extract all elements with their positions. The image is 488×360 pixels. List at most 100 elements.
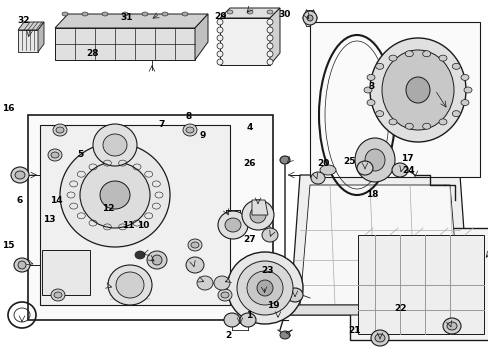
Ellipse shape <box>356 161 372 175</box>
Ellipse shape <box>218 289 231 301</box>
Ellipse shape <box>14 258 30 272</box>
Ellipse shape <box>56 127 64 133</box>
Ellipse shape <box>51 152 59 158</box>
Ellipse shape <box>237 261 292 315</box>
Ellipse shape <box>310 172 325 184</box>
Ellipse shape <box>451 63 459 69</box>
Polygon shape <box>269 8 280 65</box>
Ellipse shape <box>463 87 471 93</box>
Ellipse shape <box>280 156 289 164</box>
Text: 10: 10 <box>137 220 149 230</box>
Ellipse shape <box>122 12 128 16</box>
Ellipse shape <box>246 271 283 305</box>
Polygon shape <box>285 305 474 315</box>
Polygon shape <box>38 22 44 52</box>
Text: 24: 24 <box>402 166 414 175</box>
Text: 5: 5 <box>77 150 83 159</box>
Ellipse shape <box>246 10 252 14</box>
Ellipse shape <box>217 59 223 65</box>
Ellipse shape <box>266 43 272 49</box>
Polygon shape <box>299 185 459 305</box>
Text: 4: 4 <box>245 123 252 132</box>
Ellipse shape <box>422 123 430 129</box>
Ellipse shape <box>240 313 256 327</box>
Ellipse shape <box>460 100 468 105</box>
Ellipse shape <box>93 124 137 166</box>
Ellipse shape <box>182 12 187 16</box>
Ellipse shape <box>438 119 446 125</box>
Ellipse shape <box>11 167 29 183</box>
Ellipse shape <box>364 149 384 171</box>
Ellipse shape <box>187 239 202 251</box>
Text: 30: 30 <box>278 10 290 19</box>
Ellipse shape <box>388 119 396 125</box>
Polygon shape <box>195 14 207 60</box>
Ellipse shape <box>366 100 374 105</box>
Ellipse shape <box>266 51 272 57</box>
Text: 29: 29 <box>214 12 227 21</box>
Polygon shape <box>289 175 469 315</box>
Ellipse shape <box>226 10 232 14</box>
Text: 2: 2 <box>225 331 231 340</box>
Ellipse shape <box>217 35 223 41</box>
Ellipse shape <box>54 292 62 298</box>
Ellipse shape <box>224 313 240 327</box>
Ellipse shape <box>116 272 143 298</box>
Text: 14: 14 <box>50 196 62 205</box>
Ellipse shape <box>224 218 241 232</box>
Text: 3: 3 <box>368 82 374 91</box>
Text: 28: 28 <box>86 49 99 58</box>
Text: 17: 17 <box>401 154 413 163</box>
Polygon shape <box>220 8 280 18</box>
Ellipse shape <box>451 111 459 117</box>
Ellipse shape <box>197 276 213 290</box>
Ellipse shape <box>15 171 25 179</box>
Polygon shape <box>55 14 207 28</box>
Polygon shape <box>220 18 269 65</box>
Text: 12: 12 <box>102 204 115 213</box>
Ellipse shape <box>18 261 26 269</box>
Ellipse shape <box>262 228 278 242</box>
Ellipse shape <box>147 251 167 269</box>
Text: 7: 7 <box>158 120 164 129</box>
Ellipse shape <box>374 334 384 342</box>
Text: 11: 11 <box>122 220 134 230</box>
Ellipse shape <box>103 134 127 156</box>
Text: 25: 25 <box>342 157 355 166</box>
Ellipse shape <box>369 38 465 142</box>
Ellipse shape <box>442 318 460 334</box>
Ellipse shape <box>381 50 453 130</box>
Ellipse shape <box>405 123 412 129</box>
Ellipse shape <box>375 63 383 69</box>
Ellipse shape <box>286 288 303 302</box>
Ellipse shape <box>102 12 108 16</box>
Text: 16: 16 <box>1 104 14 112</box>
Ellipse shape <box>266 35 272 41</box>
Ellipse shape <box>152 255 162 265</box>
Text: 27: 27 <box>243 235 255 244</box>
Text: 6: 6 <box>17 196 22 205</box>
Ellipse shape <box>53 124 67 136</box>
Ellipse shape <box>446 322 456 330</box>
Ellipse shape <box>226 252 303 324</box>
Ellipse shape <box>363 87 371 93</box>
Ellipse shape <box>185 257 203 273</box>
Ellipse shape <box>82 12 88 16</box>
Bar <box>349 228 488 340</box>
Ellipse shape <box>214 276 229 290</box>
Polygon shape <box>55 28 195 60</box>
Ellipse shape <box>438 55 446 61</box>
Text: 18: 18 <box>366 190 378 199</box>
Ellipse shape <box>100 181 130 209</box>
Polygon shape <box>357 235 483 334</box>
Ellipse shape <box>60 143 170 247</box>
Ellipse shape <box>183 124 197 136</box>
Ellipse shape <box>221 292 228 298</box>
Ellipse shape <box>191 242 199 248</box>
Ellipse shape <box>249 207 265 223</box>
Ellipse shape <box>266 27 272 33</box>
Ellipse shape <box>306 15 312 21</box>
Ellipse shape <box>48 149 62 161</box>
Ellipse shape <box>280 331 289 339</box>
Ellipse shape <box>370 330 388 346</box>
